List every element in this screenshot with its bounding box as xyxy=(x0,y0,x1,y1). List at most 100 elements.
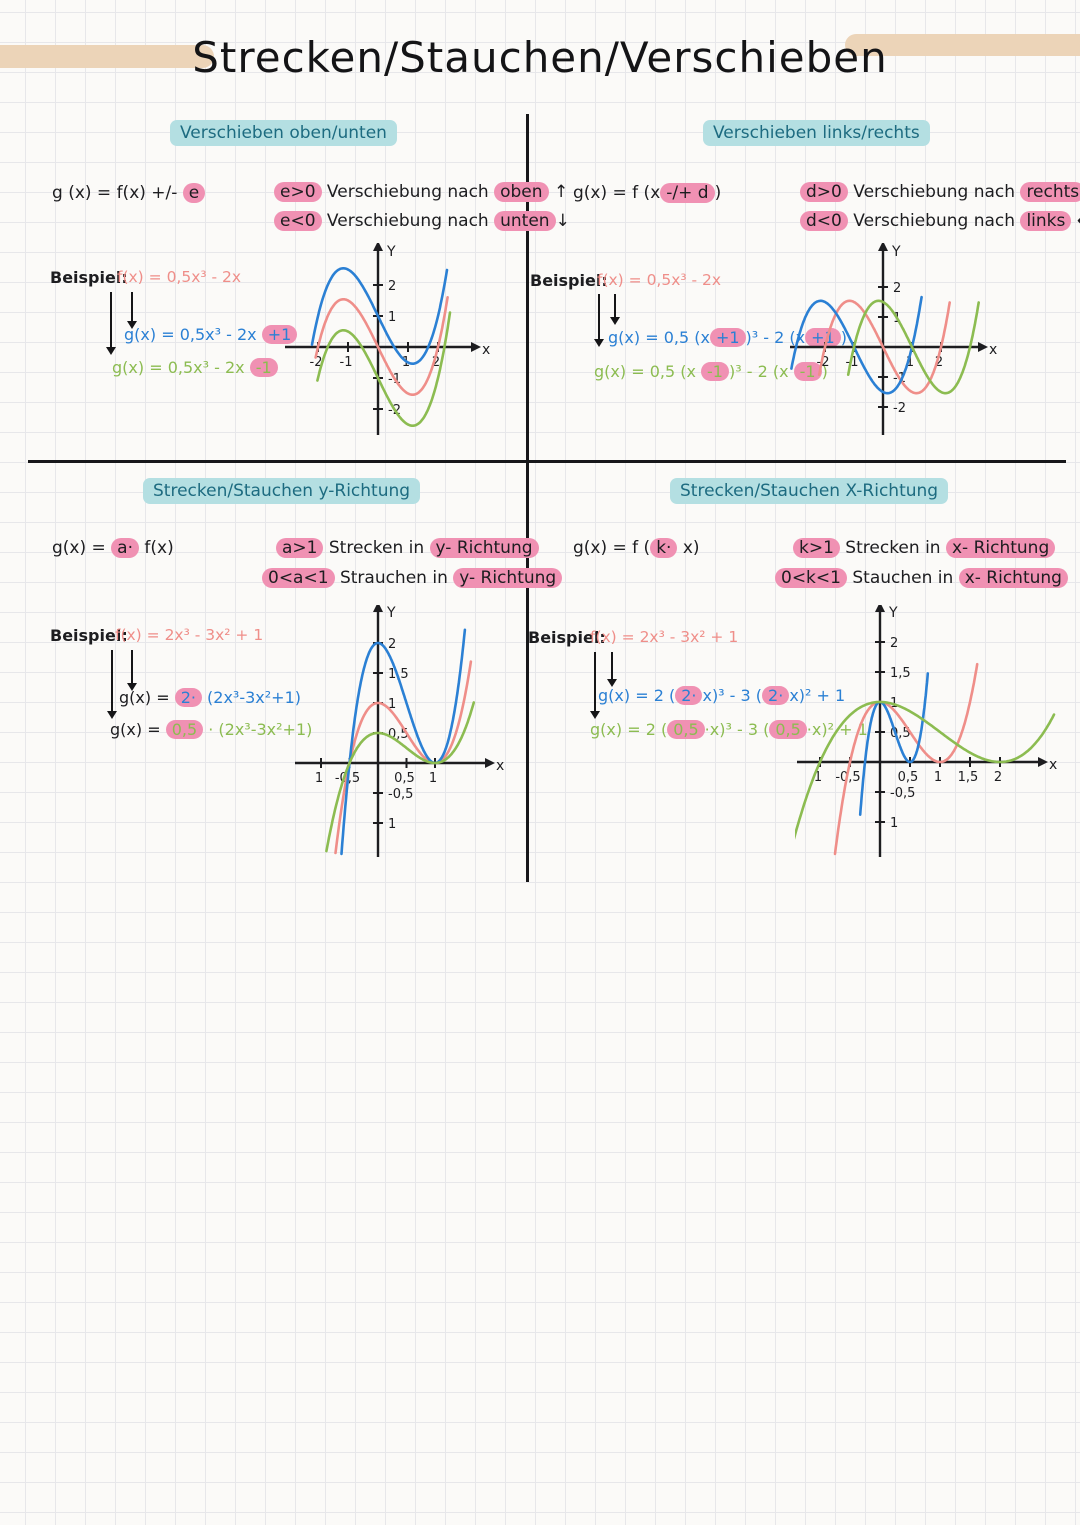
q1-arrow-short xyxy=(127,292,137,329)
text-segment: )³ - 2 (x xyxy=(745,328,806,347)
highlight-pill: rechts xyxy=(1020,182,1080,202)
q1-rule-2: e<0 Verschiebung nach unten ↓ xyxy=(274,211,570,231)
y-tick-label: -2 xyxy=(893,401,906,416)
y-tick-label: 2 xyxy=(388,279,396,294)
highlight-pill: d<0 xyxy=(800,211,848,231)
y-axis-arrow xyxy=(373,605,383,612)
q4-g2: g(x) = 2 (0,5 ·x)³ - 3 (0,5 ·x)² + 1 xyxy=(590,720,868,739)
y-tick-label: 1 xyxy=(388,310,396,325)
q4-rule-1: k>1 Strecken in x- Richtung xyxy=(793,538,1056,558)
q4-beispiel-label: Beispiel: xyxy=(528,628,606,647)
q3-function-graph: xY1 -0,5 0,5 121,510,5-0,51 xyxy=(295,605,504,857)
q3-g1: g(x) = 2· (2x³-3x²+1) xyxy=(119,688,301,707)
q1-base-function: f(x) = 0,5x³ - 2x xyxy=(117,268,242,286)
q3-base-function: f(x) = 2x³ - 3x² + 1 xyxy=(115,626,264,644)
highlight-pill: -1 xyxy=(793,362,822,381)
y-axis-label: Y xyxy=(386,605,396,621)
q4-function-graph: xY1 -0,5 0,5 1 1,5 221,510,5-0,51 xyxy=(795,605,1057,857)
highlight-pill: 0,5 xyxy=(667,720,705,739)
x-axis-label: x xyxy=(989,342,997,358)
y-tick-label: 2 xyxy=(893,281,901,296)
q1-beispiel-label: Beispiel: xyxy=(50,268,128,287)
x-tick-label: 0,5 xyxy=(898,770,919,785)
x-axis-label: x xyxy=(482,342,490,358)
highlight-pill: 0<a<1 xyxy=(262,568,335,588)
highlight-pill: 2· xyxy=(675,686,703,705)
q2-arrow-long xyxy=(594,294,604,347)
highlight-pill: a>1 xyxy=(276,538,324,558)
curve-g(x)=0,5·(2x³-3x²+1) xyxy=(325,701,476,853)
text-segment: Verschiebung nach xyxy=(321,182,495,202)
highlight-pill: -1 xyxy=(701,362,729,381)
x-axis-arrow xyxy=(978,342,988,352)
q1-g1: g(x) = 0,5x³ - 2x +1 xyxy=(124,325,298,344)
x-tick-label: 1 xyxy=(315,771,323,786)
text-segment: Strauchen in xyxy=(334,568,454,588)
vertical-divider xyxy=(526,114,529,882)
y-tick-label: 2 xyxy=(388,637,396,652)
x-axis-arrow xyxy=(1038,757,1048,767)
highlight-pill: -/+ d xyxy=(660,183,715,203)
q2-g2: g(x) = 0,5 (x -1)³ - 2 (x -1) xyxy=(594,362,828,381)
q2-g1: g(x) = 0,5 (x +1)³ - 2 (x +1) xyxy=(608,328,847,347)
x-tick-label: 2 xyxy=(994,770,1002,785)
text-segment: g(x) = f ( xyxy=(573,538,651,558)
horizontal-divider xyxy=(28,460,1066,463)
x-tick-label: -1 xyxy=(340,355,353,370)
text-segment: Verschiebung nach xyxy=(847,182,1021,202)
q4-arrow-long xyxy=(590,652,600,719)
highlight-pill: unten xyxy=(494,211,556,231)
q2-rule-2: d<0 Verschiebung nach links ← xyxy=(800,211,1080,231)
highlight-pill: 2· xyxy=(174,688,202,707)
curve-g(x)=0,5x³-2x-1 xyxy=(316,311,452,427)
x-axis-arrow xyxy=(471,342,481,352)
q3-arrow-long xyxy=(107,650,117,719)
highlight-pill: links xyxy=(1020,211,1072,231)
q2-formula: g(x) = f (x -/+ d) xyxy=(573,183,721,203)
q1-function-graph: xY-2 -1 1 221-1-2 xyxy=(285,243,490,435)
q4-formula: g(x) = f (k· x) xyxy=(573,538,700,558)
q1-formula: g (x) = f(x) +/- e xyxy=(52,183,206,203)
y-tick-label: -0,5 xyxy=(388,787,413,802)
curve-g(x)=0,5x³-2x+1 xyxy=(310,267,449,365)
q4-base-function: f(x) = 2x³ - 3x² + 1 xyxy=(590,628,739,646)
q2-rule-1: d>0 Verschiebung nach rechts → xyxy=(800,182,1080,202)
y-axis-arrow xyxy=(373,243,383,251)
x-tick-label: 2 xyxy=(432,355,440,370)
highlight-pill: 2· xyxy=(762,686,790,705)
y-tick-label: -0,5 xyxy=(890,786,915,801)
q3-formula: g(x) = a· f(x) xyxy=(52,538,174,558)
text-segment: g(x) = f (x xyxy=(573,183,661,203)
x-tick-label: 2 xyxy=(935,355,943,370)
y-tick-label: 1,5 xyxy=(890,666,911,681)
text-segment: x)² + 1 xyxy=(789,686,846,705)
q3-rule-1: a>1 Strecken in y- Richtung xyxy=(276,538,539,558)
page-title: Strecken/Stauchen/Verschieben xyxy=(192,33,888,82)
text-segment: g(x) = 0,5 (x xyxy=(608,328,710,347)
q4-g1: g(x) = 2 (2· x)³ - 3 (2· x)² + 1 xyxy=(598,686,845,705)
curve-f(x)=2x³-3x²+1 xyxy=(833,662,979,856)
text-segment: Strecken in xyxy=(839,538,946,558)
q3-arrow-short xyxy=(127,650,137,691)
highlight-pill: e<0 xyxy=(274,211,322,231)
curve-g(x)=2·(2x³-3x²+1) xyxy=(340,628,467,856)
y-tick-label: 1 xyxy=(388,817,396,832)
text-segment: Strecken in xyxy=(323,538,430,558)
text-segment: g(x) = 0,5x³ - 2x xyxy=(112,358,250,377)
text-segment: g(x) = 0,5x³ - 2x xyxy=(124,325,262,344)
q1-arrow-long xyxy=(106,292,116,355)
curve-g(x)=0,5(x+1)³-2(x+1) xyxy=(790,295,923,395)
highlight-pill: y- Richtung xyxy=(429,538,539,558)
tape-strip-right xyxy=(845,34,1080,56)
q4-heading: Strecken/Stauchen X-Richtung xyxy=(670,478,949,504)
x-tick-label: 1 xyxy=(814,770,822,785)
text-segment: g (x) = f(x) +/- xyxy=(52,183,183,203)
text-segment: · (2x³-3x²+1) xyxy=(203,720,313,739)
q1-rule-1: e>0 Verschiebung nach oben ↑ xyxy=(274,182,568,202)
q3-heading: Strecken/Stauchen y-Richtung xyxy=(143,478,421,504)
curve-g(x)=0,5(x-1)³-2(x-1) xyxy=(846,299,980,395)
text-segment: ) xyxy=(821,362,828,381)
text-segment: ↑ xyxy=(548,182,569,202)
text-segment: (2x³-3x²+1) xyxy=(201,688,302,707)
y-axis-label: Y xyxy=(386,244,396,260)
